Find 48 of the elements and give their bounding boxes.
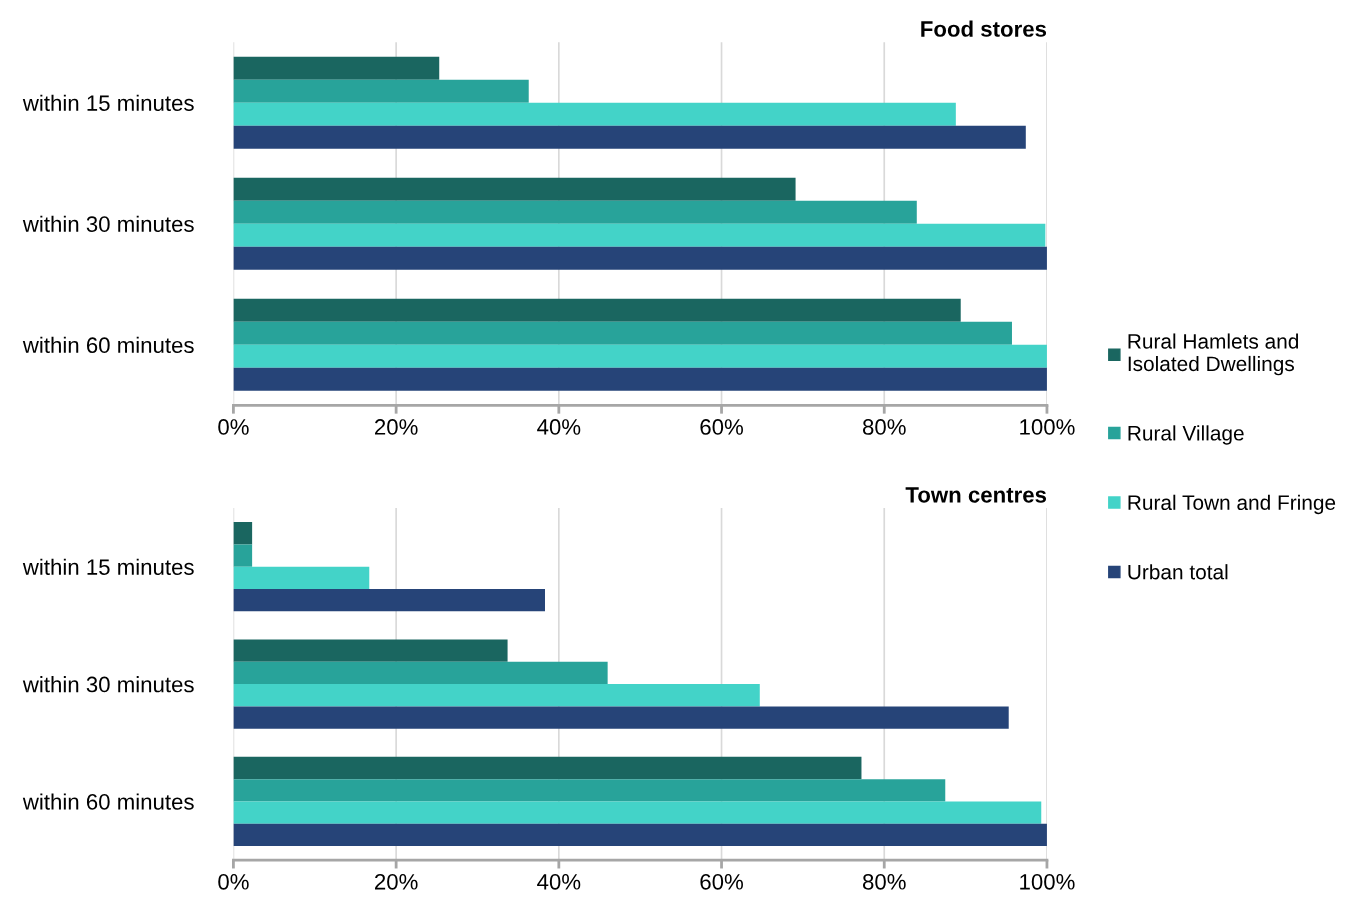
x-tick-label: 100% [1020,873,1075,890]
bar [233,223,1046,247]
bar [233,177,796,201]
chart-title: Town centres [905,487,1047,503]
y-tick-label: within 15 minutes [22,558,194,575]
bar [233,706,1009,729]
y-tick-label: within 15 minutes [22,94,194,111]
legend-label: Rural Village [1128,425,1244,445]
bar [233,639,508,662]
legend-label: Urban total [1128,564,1228,580]
bar [233,684,760,707]
y-tick-label: within 60 minutes [22,793,194,810]
x-tick-label: 100% [1020,419,1075,435]
bar [233,522,253,545]
x-tick-label: 80% [862,873,906,890]
bar [233,801,1042,824]
y-tick-label: within 30 minutes [22,676,194,693]
bar [233,79,529,103]
x-tick-label: 0% [218,419,249,435]
y-tick-label: within 60 minutes [22,336,194,354]
bar [233,367,1047,391]
bar [233,246,1047,270]
x-tick-label: 20% [375,419,418,435]
bar [233,566,370,590]
bar [233,589,545,612]
bar [233,102,956,126]
x-tick-label: 20% [375,873,418,890]
x-tick-label: 80% [862,419,906,435]
bar [233,321,1012,345]
legend-label: Rural Hamlets and Isolated Dwellings [1128,333,1299,376]
legend-label: Rural Town and Fringe [1128,494,1336,515]
x-tick-label: 60% [700,873,743,890]
bar [233,125,1026,149]
bar [233,56,440,80]
bar [233,298,961,322]
x-tick-label: 40% [537,873,581,890]
chart-title: Food stores [921,20,1047,37]
x-tick-label: 40% [537,419,581,435]
bar [233,779,946,802]
bar [233,200,917,224]
bar [233,823,1047,847]
bar [233,344,1047,368]
bar [233,756,862,780]
y-tick-label: within 30 minutes [22,215,194,233]
x-tick-label: 60% [700,419,743,435]
bar [233,544,253,567]
x-tick-label: 0% [218,873,249,890]
bar [233,661,608,685]
